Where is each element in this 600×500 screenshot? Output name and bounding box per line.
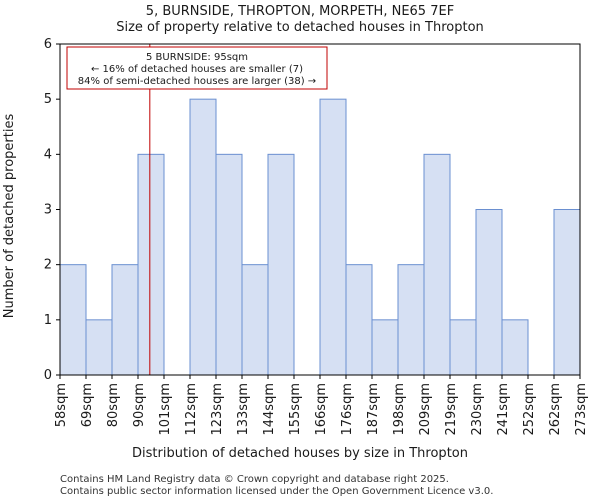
x-axis-label: Distribution of detached houses by size … bbox=[132, 446, 468, 461]
bars-group bbox=[59, 98, 581, 376]
x-tick-label: 252sqm bbox=[522, 383, 537, 436]
x-tick-label: 219sqm bbox=[444, 383, 459, 436]
bar-69sqm bbox=[85, 319, 113, 376]
x-tick-label: 123sqm bbox=[210, 383, 225, 436]
y-tick-label: 1 bbox=[44, 313, 52, 328]
bar-133sqm bbox=[241, 264, 269, 376]
y-tick-label: 4 bbox=[44, 147, 52, 162]
bar-198sqm bbox=[397, 264, 425, 376]
x-tick-label: 133sqm bbox=[236, 383, 251, 436]
bar-176sqm bbox=[345, 264, 373, 376]
chart-subtitle: Size of property relative to detached ho… bbox=[116, 20, 484, 35]
x-tick-label: 69sqm bbox=[80, 383, 95, 427]
bar-144sqm bbox=[267, 153, 295, 376]
annotation-line-2: ← 16% of detached houses are smaller (7) bbox=[91, 64, 303, 75]
plot-frame bbox=[59, 43, 581, 376]
bar-241sqm bbox=[501, 319, 529, 376]
x-tick-label: 230sqm bbox=[470, 383, 485, 436]
x-tick-label: 187sqm bbox=[366, 383, 381, 436]
y-tick-label: 3 bbox=[44, 203, 52, 218]
x-tick-label: 144sqm bbox=[262, 383, 277, 436]
chart-title: 5, BURNSIDE, THROPTON, MORPETH, NE65 7EF bbox=[146, 4, 454, 19]
bar-58sqm bbox=[59, 264, 87, 376]
x-tick-label: 262sqm bbox=[548, 383, 563, 436]
annotation-frame bbox=[66, 46, 328, 90]
footer-line-1: Contains HM Land Registry data © Crown c… bbox=[60, 474, 449, 485]
x-tick-label: 90sqm bbox=[132, 383, 147, 427]
footer-line-2: Contains public sector information licen… bbox=[60, 486, 493, 497]
bar-187sqm bbox=[371, 319, 399, 376]
x-tick-label: 101sqm bbox=[158, 383, 173, 436]
y-tick-label: 5 bbox=[44, 92, 52, 107]
annotation-line-3: 84% of semi-detached houses are larger (… bbox=[78, 76, 316, 87]
bar-230sqm bbox=[475, 209, 503, 376]
bar-219sqm bbox=[449, 319, 477, 376]
x-tick-label: 209sqm bbox=[418, 383, 433, 436]
x-tick-label: 273sqm bbox=[574, 383, 589, 436]
x-ticks-group: 58sqm 69sqm 80sqm 90sqm 101sqm 112sqm 123sqm 13… bbox=[54, 375, 589, 436]
bar-112sqm bbox=[189, 98, 217, 376]
bar-209sqm bbox=[423, 153, 451, 376]
annotation-line-1: 5 BURNSIDE: 95sqm bbox=[146, 52, 248, 63]
bar-90sqm bbox=[137, 153, 165, 376]
y-tick-label: 2 bbox=[44, 258, 52, 273]
x-tick-label: 155sqm bbox=[288, 383, 303, 436]
y-tick-label: 6 bbox=[44, 37, 52, 52]
x-tick-label: 241sqm bbox=[496, 383, 511, 436]
x-tick-label: 58sqm bbox=[54, 383, 69, 427]
x-tick-label: 112sqm bbox=[184, 383, 199, 436]
y-axis-label: Number of detached properties bbox=[2, 114, 17, 319]
y-ticks-group: 0 1 2 3 4 5 6 bbox=[44, 37, 60, 383]
bar-123sqm bbox=[215, 153, 243, 376]
x-tick-label: 80sqm bbox=[106, 383, 121, 427]
x-tick-label: 166sqm bbox=[314, 383, 329, 436]
y-tick-label: 0 bbox=[44, 368, 52, 383]
bar-80sqm bbox=[111, 264, 139, 376]
bar-166sqm bbox=[319, 98, 347, 376]
x-tick-label: 198sqm bbox=[392, 383, 407, 436]
annotation-box: 5 BURNSIDE: 95sqm ← 16% of detached hous… bbox=[66, 46, 328, 90]
bar-262sqm bbox=[553, 209, 581, 376]
x-tick-label: 176sqm bbox=[340, 383, 355, 436]
